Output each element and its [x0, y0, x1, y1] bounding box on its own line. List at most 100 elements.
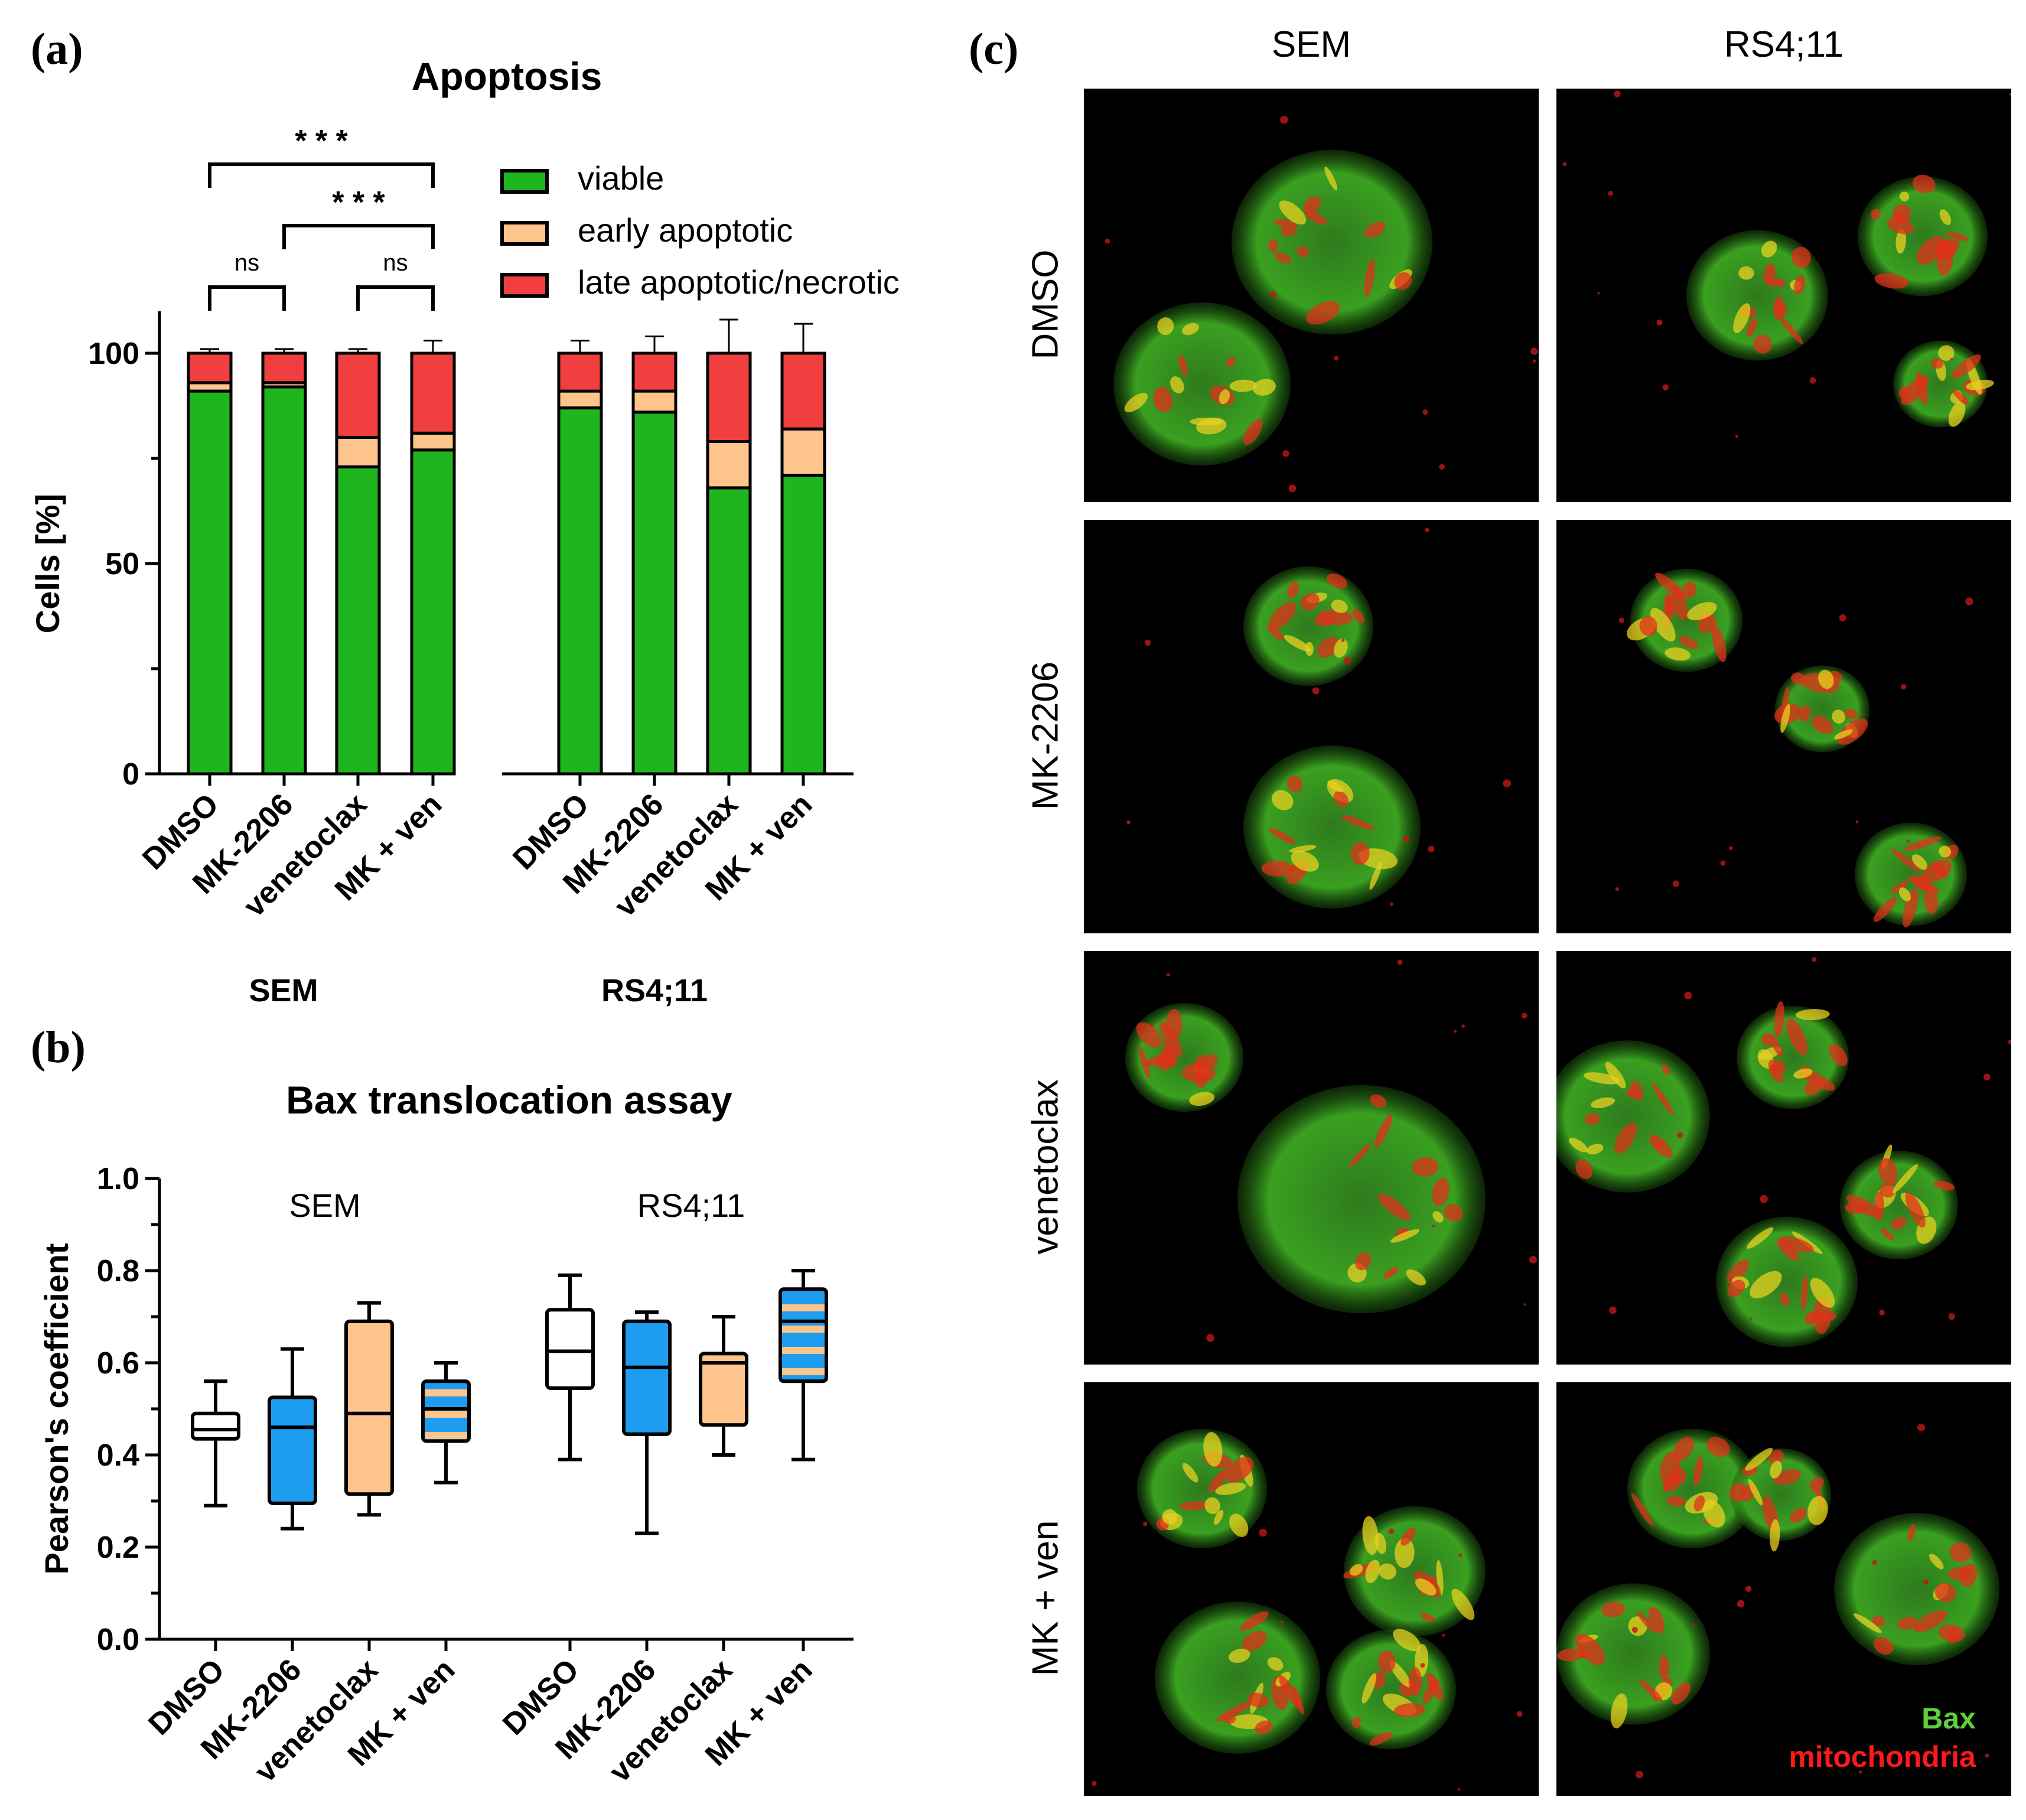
speckle: [1150, 1023, 1154, 1027]
speckle: [1144, 639, 1151, 646]
speckle: [1402, 835, 1410, 843]
mitochondria-signal: [1341, 815, 1374, 830]
mitochondria-signal: [1933, 863, 1947, 878]
mitochondria-signal: [1272, 790, 1294, 810]
micro-row-header-mk2206: MK-2206: [1025, 661, 1066, 810]
mitochondria-signal: [1255, 1720, 1273, 1735]
speckle: [1458, 1553, 1463, 1558]
mitochondria-signal: [1286, 775, 1303, 793]
mitochondria-signal: [1810, 1278, 1835, 1308]
mitochondria-signal: [1769, 1033, 1783, 1057]
mitochondria-signal: [1747, 318, 1757, 337]
mitochondria-signal: [1933, 1180, 1955, 1191]
mitochondria-signal: [1610, 1693, 1628, 1728]
speckle: [1656, 319, 1663, 325]
speckle: [1750, 1317, 1753, 1320]
mitochondria-signal: [1809, 1477, 1824, 1492]
mitochondria-signal: [1939, 845, 1952, 858]
box: [779, 1287, 828, 1383]
speckle: [1341, 639, 1345, 643]
mitochondria-signal: [1639, 1679, 1663, 1702]
mitochondria-signal: [1334, 639, 1348, 658]
mitochondria-signal: [1929, 1554, 1944, 1570]
micrograph-mk-ven-sem: [1084, 1382, 1539, 1796]
speckle: [1631, 1627, 1638, 1633]
significance-label: ns: [234, 250, 259, 276]
significance-label: * * *: [332, 185, 385, 220]
mitochondria-signal: [1659, 1655, 1669, 1681]
mitochondria-signal: [1727, 1279, 1745, 1297]
cell-body: [1237, 1085, 1486, 1314]
mitochondria-signal: [1432, 1211, 1444, 1223]
mitochondria-signal: [1794, 275, 1806, 295]
y-tick-label: 0.8: [97, 1254, 139, 1288]
mitochondria-signal: [1952, 354, 1981, 379]
speckle: [1839, 614, 1846, 621]
y-tick-label: 1.0: [97, 1162, 139, 1196]
cell-body: [1834, 1513, 1999, 1665]
group-label-sem: SEM: [249, 973, 318, 1008]
mitochondria-signal: [1887, 217, 1914, 235]
speckle: [1662, 384, 1669, 390]
box: [545, 1308, 595, 1390]
speckle: [1672, 880, 1679, 887]
speckle: [1812, 957, 1817, 962]
speckle: [1917, 1423, 1926, 1432]
mitochondria-signal: [1853, 1613, 1882, 1633]
significance-bracket: [282, 224, 435, 249]
mitochondria-signal: [1181, 1063, 1216, 1083]
speckle: [1745, 1585, 1752, 1592]
mitochondria-signal: [1904, 836, 1942, 851]
mitochondria-signal: [1568, 1138, 1588, 1152]
mitochondria-signal: [1178, 354, 1188, 376]
y-tick-label: 0.6: [97, 1346, 139, 1381]
mitochondria-signal: [1807, 1496, 1828, 1525]
mitochondria-signal: [1779, 1236, 1814, 1253]
mitochondria-signal: [1214, 1509, 1224, 1525]
box: [421, 1379, 471, 1443]
speckle: [1428, 845, 1435, 852]
mitochondria-signal: [1764, 278, 1786, 287]
mitochondria-signal: [1229, 1513, 1249, 1537]
chart-a-title: Apoptosis: [412, 54, 602, 98]
speckle: [1259, 1528, 1267, 1537]
mitochondria-signal: [1905, 1192, 1926, 1228]
bar-segment: [261, 385, 307, 776]
micro-row-header-venetoclax: venetoclax: [1025, 1079, 1066, 1255]
mitochondria-signal: [1444, 1204, 1463, 1222]
speckle: [1597, 292, 1600, 295]
mitochondria-signal: [1804, 1311, 1816, 1326]
mitochondria-signal: [1666, 1496, 1686, 1507]
mitochondria-signal: [1671, 1682, 1690, 1705]
mitochondria-signal: [1303, 196, 1321, 214]
mitochondria-signal: [1672, 1468, 1686, 1485]
mitochondria-signal: [1408, 1667, 1422, 1696]
speckle: [1965, 597, 1973, 605]
mitochondria-signal: [1727, 1259, 1749, 1284]
mitochondria-signal: [1370, 1094, 1386, 1108]
speckle: [1461, 1024, 1465, 1028]
speckle: [1454, 1030, 1457, 1033]
cell-body: [1113, 302, 1291, 465]
speckle: [1166, 973, 1170, 977]
mitochondria-signal: [1208, 1469, 1229, 1492]
mitochondria-signal: [1895, 229, 1907, 254]
mitochondria-signal: [1162, 1509, 1178, 1525]
speckle: [1516, 1711, 1523, 1717]
speckle: [1618, 617, 1624, 623]
speckle: [1126, 820, 1131, 825]
mitochondria-signal: [1157, 1047, 1175, 1071]
micrograph-dmso-rs411: [1556, 89, 2011, 502]
speckle: [1142, 1521, 1148, 1526]
legend-bax: Bax: [1921, 1702, 1976, 1735]
cell-body: [1243, 566, 1373, 686]
mitochondria-signal: [1898, 386, 1912, 400]
mitochondria-signal: [1451, 1588, 1475, 1620]
y-tick-label: 50: [105, 547, 139, 581]
significance-bracket: [208, 162, 435, 188]
significance-bracket: [356, 285, 435, 311]
mitochondria-signal: [1267, 624, 1284, 641]
mitochondria-signal: [1575, 1633, 1605, 1665]
speckle: [1529, 1255, 1538, 1264]
